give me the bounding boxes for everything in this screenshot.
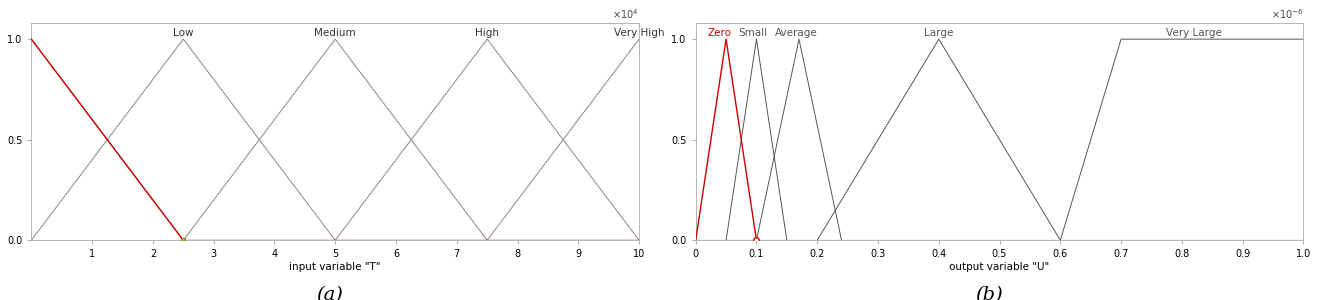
Text: Low: Low bbox=[173, 28, 194, 38]
Text: $\times10^4$: $\times10^4$ bbox=[613, 7, 639, 21]
Text: Average: Average bbox=[775, 28, 817, 38]
Text: High: High bbox=[476, 28, 500, 38]
Text: $\times10^{-6}$: $\times10^{-6}$ bbox=[1271, 7, 1304, 21]
Text: Small: Small bbox=[739, 28, 768, 38]
Text: Zero: Zero bbox=[708, 28, 731, 38]
Text: Very Large: Very Large bbox=[1166, 28, 1222, 38]
Text: Very High: Very High bbox=[614, 28, 664, 38]
Text: Medium: Medium bbox=[315, 28, 356, 38]
Text: Large: Large bbox=[924, 28, 953, 38]
X-axis label: output variable "U": output variable "U" bbox=[949, 262, 1049, 272]
Text: (b): (b) bbox=[974, 286, 1003, 300]
Text: (a): (a) bbox=[316, 286, 343, 300]
X-axis label: input variable "T": input variable "T" bbox=[290, 262, 381, 272]
